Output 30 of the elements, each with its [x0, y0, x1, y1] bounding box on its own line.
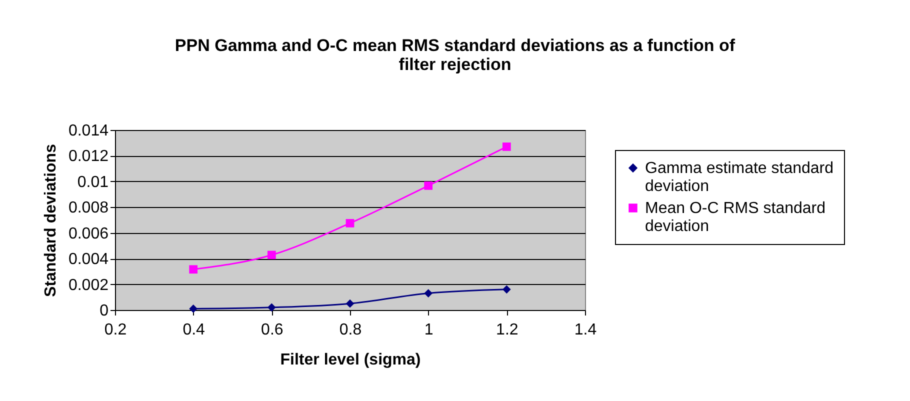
y-tick-label: 0.01: [77, 174, 109, 191]
y-axis-title: Standard deviations: [42, 144, 60, 297]
x-tick-label: 0.4: [182, 322, 206, 338]
point: [346, 219, 354, 228]
point: [267, 250, 276, 260]
x-tick-label: 1.2: [496, 322, 518, 338]
point: [424, 289, 433, 298]
y-tick-label: 0.008: [68, 200, 109, 217]
x-axis-title: Filter level (sigma): [280, 352, 421, 368]
x-tick-label: 0.6: [261, 322, 284, 338]
point: [267, 303, 276, 312]
point: [502, 142, 511, 151]
point: [424, 181, 433, 190]
y-tick-label: 0: [100, 302, 109, 320]
x-tick-label: 1: [424, 322, 434, 338]
point: [189, 304, 198, 313]
y-tick-label: 0.002: [68, 276, 109, 294]
x-tick-label: 0.8: [339, 322, 362, 338]
point: [502, 285, 511, 294]
point: [346, 299, 354, 308]
legend-label: Mean O-C RMS standard deviation: [645, 200, 826, 235]
x-tick-label: 0.2: [104, 322, 127, 338]
x-tick-label: 1.4: [574, 322, 597, 338]
y-tick-label: 0.014: [68, 122, 109, 140]
y-tick-label: 0.012: [68, 148, 109, 166]
chart-title: PPN Gamma and O-C mean RMS standard deviations as a function of filter rejection: [174, 36, 736, 74]
y-tick-label: 0.006: [68, 225, 109, 242]
point: [189, 265, 198, 274]
legend-label: Gamma estimate standard deviation: [645, 160, 834, 195]
y-tick-label: 0.004: [68, 251, 109, 268]
